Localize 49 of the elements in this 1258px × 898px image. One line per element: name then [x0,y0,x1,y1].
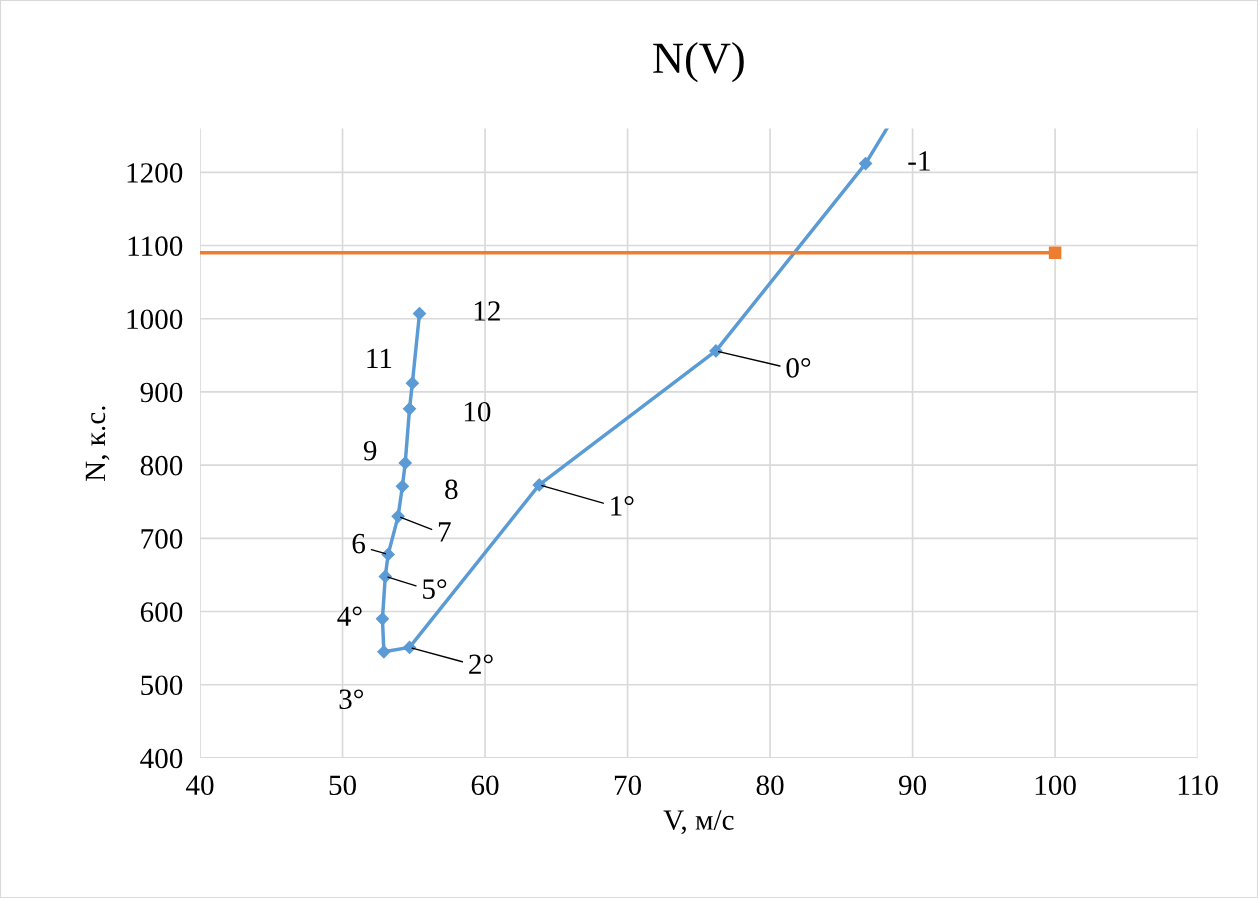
y-tick-label: 1000 [127,309,183,330]
point [402,402,417,416]
x-tick-label: 90 [898,775,927,796]
y-tick-label: 900 [140,382,183,403]
point [532,478,546,492]
x-tick-label: 50 [329,775,357,796]
y-axis-title: N, к.с. [85,406,110,481]
point [375,612,390,626]
annotation: -1 [908,151,930,171]
point [378,569,392,583]
y-tick-label: 1100 [128,236,183,256]
point [402,640,417,654]
point [405,376,419,390]
annotation: 7 [438,522,451,542]
point [709,344,723,358]
y-tick-label: 800 [140,455,183,476]
y-tick-label: 500 [141,675,183,696]
y-tick-label: 400 [140,748,183,769]
annotation: 11 [367,348,392,368]
y-tick-label: 1200 [127,163,183,183]
x-tick-label: 70 [614,775,642,796]
annotation: 12 [474,301,500,321]
annotation: 4° [337,606,362,626]
point [398,456,412,470]
x-tick-label: 100 [1035,775,1076,796]
x-tick-label: 110 [1178,775,1218,796]
y-tick-label: 600 [140,602,183,622]
point [377,645,391,659]
x-axis-title: V, м/с [663,810,734,835]
annotation: 2° [469,654,493,674]
annotation: 5° [423,579,447,599]
y-tick-label: 700 [141,529,183,549]
annotation: 8 [445,479,458,500]
annotation: 9 [363,440,377,461]
annotation: 0° [786,358,811,378]
point [858,156,873,171]
annotation: 1° [611,496,634,516]
x-tick-label: 60 [471,775,499,796]
x-tick-label: 40 [186,775,214,796]
point [412,307,427,321]
point [395,479,409,493]
annotation: 3° [339,689,363,710]
x-tick-label: 80 [756,775,784,796]
chart-title: N(V) [653,42,744,83]
point [1048,246,1062,260]
point [381,547,395,562]
annotation: 10 [464,401,491,422]
point [391,509,405,523]
annotation: 6 [352,533,366,554]
